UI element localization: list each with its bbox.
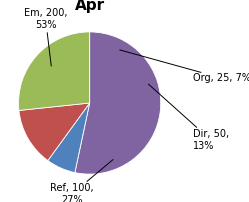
Text: Ref, 100,
27%: Ref, 100, 27%: [50, 160, 113, 202]
Wedge shape: [75, 32, 161, 174]
Text: Org, 25, 7%: Org, 25, 7%: [120, 50, 249, 83]
Wedge shape: [19, 103, 90, 161]
Wedge shape: [48, 103, 90, 173]
Title: Apr: Apr: [75, 0, 105, 13]
Wedge shape: [18, 32, 90, 110]
Text: Dir, 50,
13%: Dir, 50, 13%: [148, 84, 229, 151]
Text: Em, 200,
53%: Em, 200, 53%: [24, 8, 67, 66]
